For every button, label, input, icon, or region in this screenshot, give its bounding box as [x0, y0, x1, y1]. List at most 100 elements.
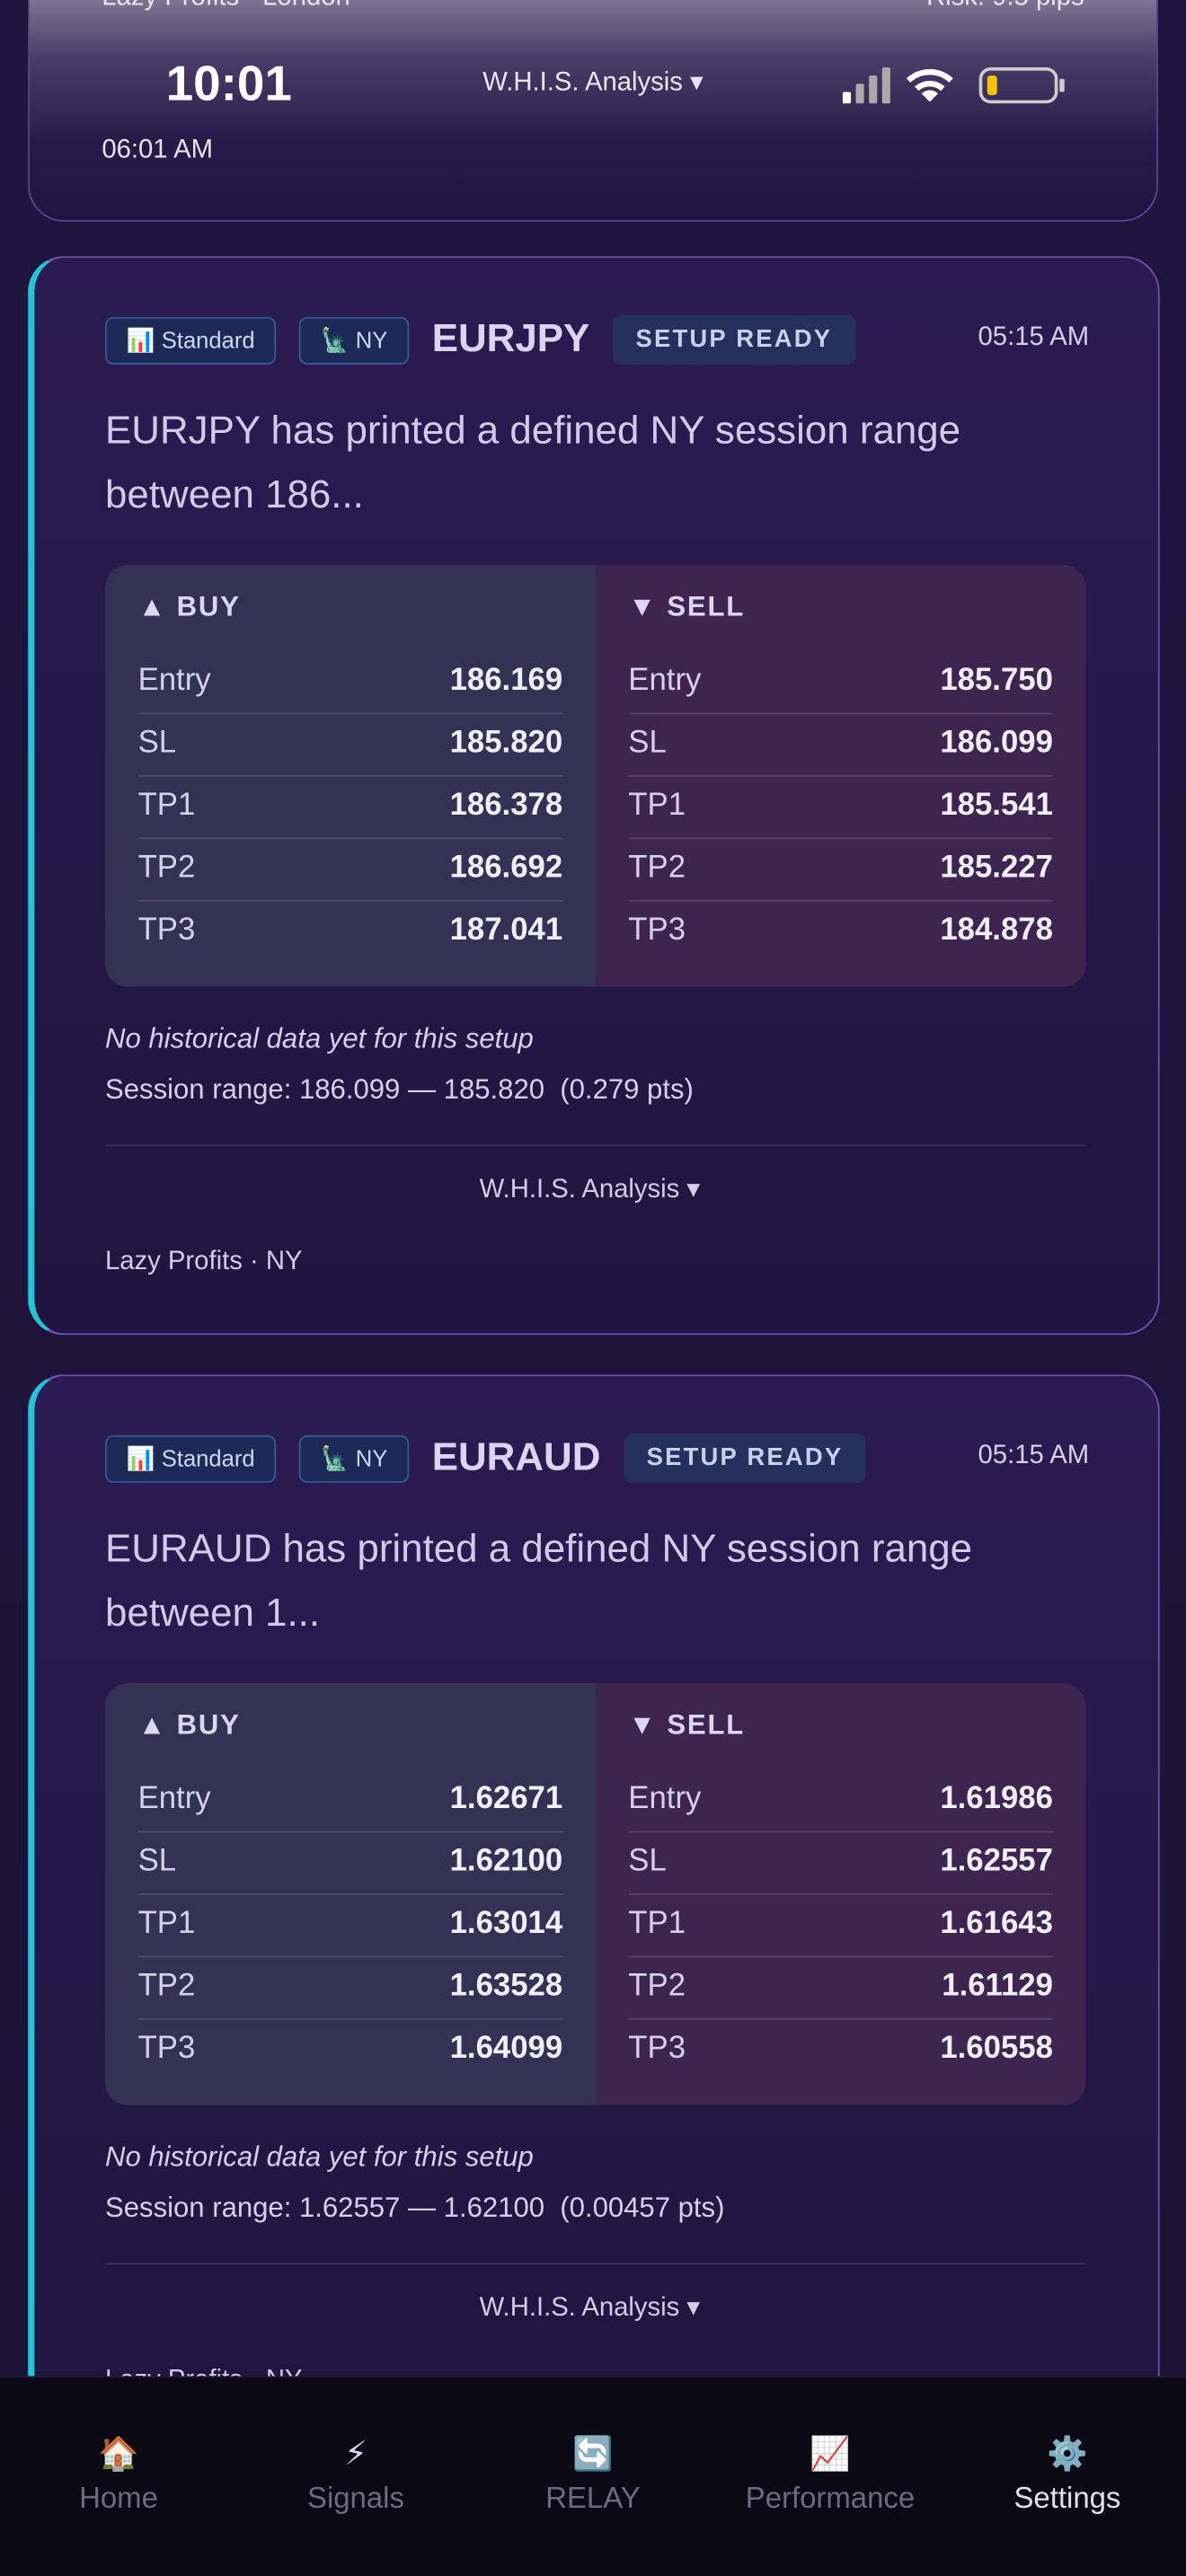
tab-icon: 🔄: [572, 2437, 614, 2474]
level-row: SL 185.820: [137, 712, 563, 777]
tab-icon: 🏠: [98, 2437, 139, 2474]
session-range: Session range: 1.62557 — 1.62100 (0.0045…: [105, 2192, 725, 2224]
level-value: 1.60558: [940, 2031, 1053, 2066]
level-row: TP1 186.378: [137, 775, 563, 840]
status-icons: [842, 66, 1065, 104]
column-title: ▲ BUY: [137, 1709, 241, 1741]
level-value: 1.63528: [449, 1969, 563, 2004]
column-title: ▲ BUY: [137, 591, 241, 622]
level-value: 185.750: [940, 663, 1053, 699]
level-label: Entry: [628, 663, 702, 699]
analysis-toggle[interactable]: W.H.I.S. Analysis ▾: [479, 2294, 701, 2323]
buy-column: ▲ BUY Entry 1.62671 SL 1.62100 TP1 1.63014 TP2 1…: [105, 1682, 596, 2105]
level-row: Entry 1.61986: [628, 1769, 1053, 1833]
time: 05:15 AM: [978, 1442, 1090, 1470]
buy-column: ▲ BUY Entry 186.169 SL 185.820 TP1 186.378 TP2 1…: [105, 564, 596, 987]
tab-label: Settings: [1013, 2481, 1121, 2515]
level-row: TP2 1.63528: [137, 1955, 563, 2020]
header-title[interactable]: W.H.I.S. Analysis ▾: [482, 68, 704, 97]
level-row: TP1 1.63014: [137, 1893, 563, 1958]
description: EURAUD has printed a defined NY session …: [105, 1527, 973, 1636]
level-row: TP2 185.227: [628, 837, 1053, 902]
tab-label: RELAY: [545, 2481, 641, 2515]
cut-text: Risk: 9.5 pips: [926, 0, 1084, 13]
level-value: 1.61643: [940, 1906, 1053, 1942]
level-row: SL 186.099: [628, 712, 1053, 777]
sell-column: ▼ SELL Entry 185.750 SL 186.099 TP1 185.541 TP2…: [595, 564, 1086, 987]
level-label: TP1: [628, 1906, 686, 1942]
local-time: 06:01 AM: [102, 136, 213, 164]
pair: EURJPY: [431, 316, 590, 362]
level-value: 1.62557: [940, 1844, 1053, 1879]
level-value: 184.878: [940, 913, 1053, 948]
level-label: SL: [628, 1844, 667, 1879]
level-value: 186.169: [449, 663, 563, 699]
tab[interactable]: 🏠 Home: [0, 2378, 237, 2576]
level-label: TP1: [628, 788, 686, 823]
tab-label: Performance: [745, 2481, 916, 2515]
level-label: TP1: [137, 788, 196, 823]
level-value: 1.61129: [942, 1969, 1053, 2004]
tab-icon: ⚡: [344, 2437, 367, 2474]
level-label: TP3: [628, 2031, 686, 2066]
level-label: SL: [137, 1844, 177, 1879]
level-row: SL 1.62100: [137, 1831, 563, 1895]
level-row: TP2 186.692: [137, 837, 563, 902]
level-value: 187.041: [449, 913, 563, 948]
tab-label: Signals: [306, 2481, 404, 2515]
column-title: ▼ SELL: [628, 591, 746, 622]
level-value: 186.099: [940, 726, 1053, 761]
tab[interactable]: 📈 Performance: [712, 2378, 949, 2576]
level-row: TP3 1.60558: [628, 2018, 1053, 2080]
tab[interactable]: 🔄 RELAY: [474, 2378, 712, 2576]
level-label: TP2: [628, 851, 686, 886]
card-header: 📊 Standard 🗽 NY EURAUD SETUP READY: [105, 1434, 866, 1483]
badge: 📊 Standard: [105, 1434, 277, 1483]
level-value: 186.692: [449, 851, 563, 886]
divider: [105, 1144, 1086, 1147]
level-label: SL: [137, 726, 177, 761]
column-title: ▼ SELL: [628, 1709, 746, 1741]
level-value: 1.64099: [449, 2031, 563, 2066]
analysis-toggle[interactable]: W.H.I.S. Analysis ▾: [479, 1176, 701, 1204]
tab[interactable]: ⚙️ Settings: [949, 2378, 1186, 2576]
session-range: Session range: 186.099 — 185.820 (0.279 …: [105, 1073, 694, 1106]
level-label: TP3: [628, 913, 686, 948]
tab[interactable]: ⚡ Signals: [237, 2378, 474, 2576]
level-row: TP2 1.61129: [628, 1955, 1053, 2020]
sell-column: ▼ SELL Entry 1.61986 SL 1.62557 TP1 1.61643 TP2…: [595, 1682, 1086, 2105]
description: EURJPY has printed a defined NY session …: [105, 409, 961, 517]
badge: 🗽 NY: [299, 315, 410, 364]
level-value: 185.820: [449, 726, 563, 761]
note: No historical data yet for this setup: [105, 1023, 534, 1054]
level-label: TP2: [137, 1969, 196, 2004]
level-value: 1.62100: [449, 1844, 563, 1879]
level-row: TP1 185.541: [628, 775, 1053, 840]
clock: 10:01: [165, 57, 292, 112]
card-header: 📊 Standard 🗽 NY EURJPY SETUP READY: [105, 315, 855, 365]
badge: 🗽 NY: [299, 1434, 410, 1483]
level-row: TP3 184.878: [628, 900, 1053, 962]
level-label: TP2: [628, 1969, 686, 2004]
card-footer: Lazy Profits · NY: [105, 1248, 303, 1276]
level-row: TP3 187.041: [138, 900, 563, 962]
level-value: 1.61986: [940, 1781, 1053, 1817]
level-value: 185.541: [940, 788, 1053, 823]
level-row: Entry 185.750: [628, 650, 1053, 715]
level-value: 1.63014: [449, 1906, 563, 1942]
level-row: Entry 186.169: [137, 650, 563, 715]
note: No historical data yet for this setup: [105, 2141, 534, 2173]
level-label: Entry: [137, 1781, 211, 1817]
level-value: 186.378: [449, 788, 563, 823]
levels-table: ▲ BUY Entry 186.169 SL 185.820 TP1 186.378 TP2 1…: [105, 564, 1086, 987]
status-badge: SETUP READY: [612, 315, 855, 365]
status-badge: SETUP READY: [624, 1434, 866, 1483]
level-label: TP3: [137, 2031, 196, 2066]
signal-card[interactable]: 📊 Standard 🗽 NY EURAUD SETUP READY 05:15 AM E…: [28, 1374, 1160, 2454]
level-label: Entry: [628, 1781, 702, 1817]
signal-card[interactable]: 📊 Standard 🗽 NY EURJPY SETUP READY 05:15 AM E…: [28, 256, 1160, 1336]
time: 05:15 AM: [978, 323, 1090, 352]
tab-icon: ⚙️: [1047, 2437, 1088, 2474]
